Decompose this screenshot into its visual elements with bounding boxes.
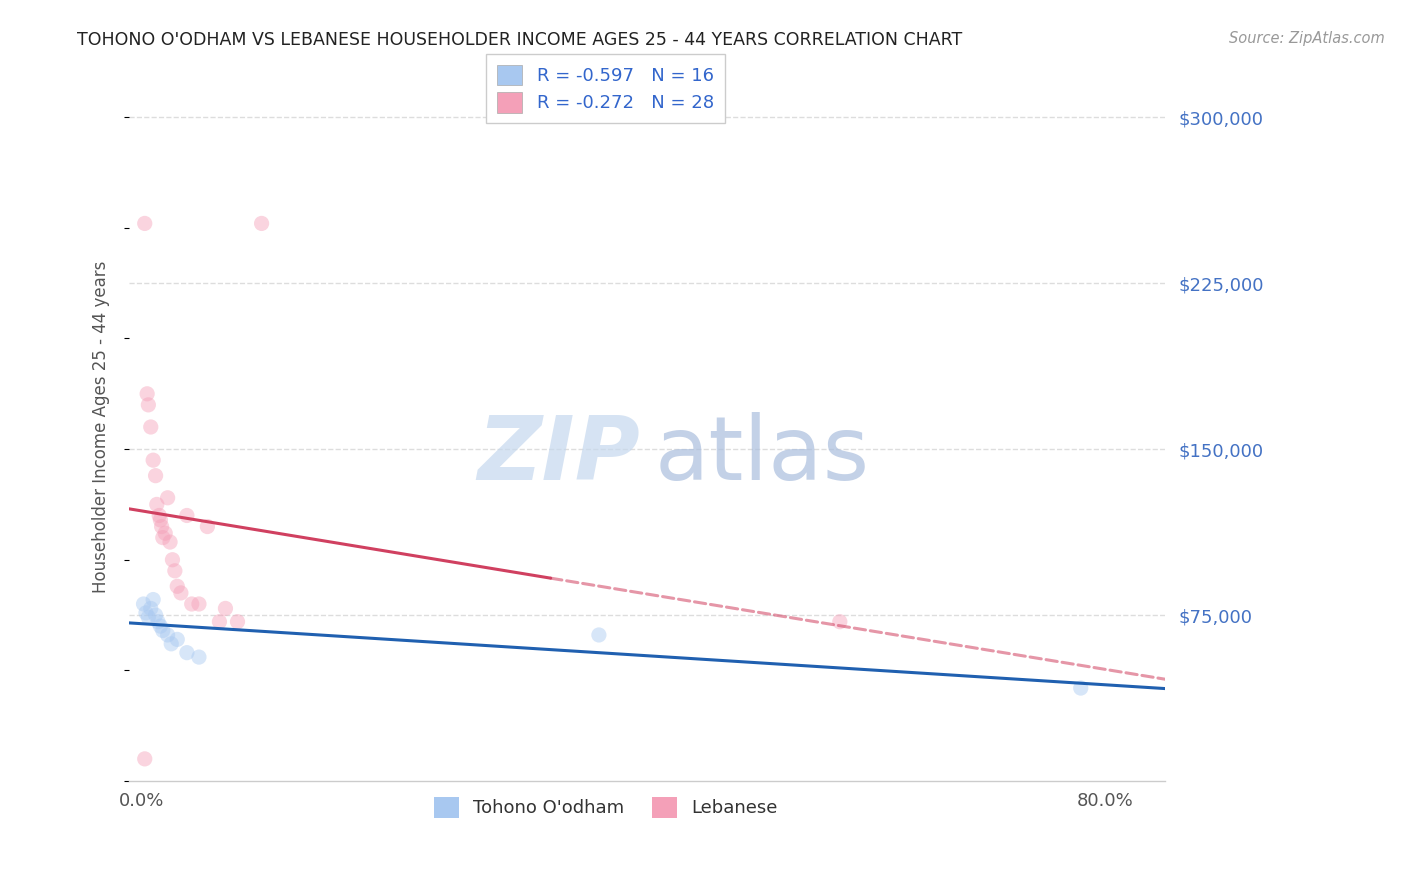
Point bbox=[208, 615, 231, 629]
Point bbox=[166, 632, 188, 647]
Point bbox=[146, 615, 169, 629]
Point bbox=[152, 624, 174, 638]
Point bbox=[150, 519, 173, 533]
Text: ZIP: ZIP bbox=[477, 412, 640, 499]
Point bbox=[145, 468, 167, 483]
Point bbox=[166, 579, 188, 593]
Point bbox=[180, 597, 202, 611]
Point bbox=[176, 508, 198, 523]
Point bbox=[152, 531, 174, 545]
Point bbox=[139, 420, 162, 434]
Legend: Tohono O'odham, Lebanese: Tohono O'odham, Lebanese bbox=[426, 789, 785, 825]
Point bbox=[148, 508, 170, 523]
Y-axis label: Householder Income Ages 25 - 44 years: Householder Income Ages 25 - 44 years bbox=[93, 260, 110, 593]
Point bbox=[214, 601, 236, 615]
Point bbox=[160, 637, 183, 651]
Point bbox=[588, 628, 610, 642]
Point bbox=[142, 592, 165, 607]
Point bbox=[176, 646, 198, 660]
Point bbox=[159, 535, 181, 549]
Point bbox=[134, 752, 156, 766]
Point bbox=[136, 386, 159, 401]
Point bbox=[828, 615, 851, 629]
Point bbox=[132, 597, 155, 611]
Point bbox=[139, 601, 162, 615]
Point bbox=[162, 553, 184, 567]
Point bbox=[170, 586, 193, 600]
Text: Source: ZipAtlas.com: Source: ZipAtlas.com bbox=[1229, 31, 1385, 46]
Point bbox=[142, 453, 165, 467]
Point bbox=[156, 491, 179, 505]
Text: TOHONO O'ODHAM VS LEBANESE HOUSEHOLDER INCOME AGES 25 - 44 YEARS CORRELATION CHA: TOHONO O'ODHAM VS LEBANESE HOUSEHOLDER I… bbox=[77, 31, 963, 49]
Point bbox=[226, 615, 249, 629]
Text: atlas: atlas bbox=[654, 412, 869, 499]
Point bbox=[149, 513, 172, 527]
Point bbox=[155, 526, 177, 541]
Point bbox=[135, 606, 157, 620]
Point bbox=[138, 610, 160, 624]
Point bbox=[146, 498, 169, 512]
Point bbox=[138, 398, 160, 412]
Point bbox=[250, 216, 273, 230]
Point bbox=[163, 564, 186, 578]
Point bbox=[1070, 681, 1092, 695]
Point bbox=[134, 216, 156, 230]
Point bbox=[188, 597, 211, 611]
Point bbox=[188, 650, 211, 665]
Point bbox=[195, 519, 218, 533]
Point bbox=[149, 619, 172, 633]
Point bbox=[156, 628, 179, 642]
Point bbox=[145, 608, 167, 623]
